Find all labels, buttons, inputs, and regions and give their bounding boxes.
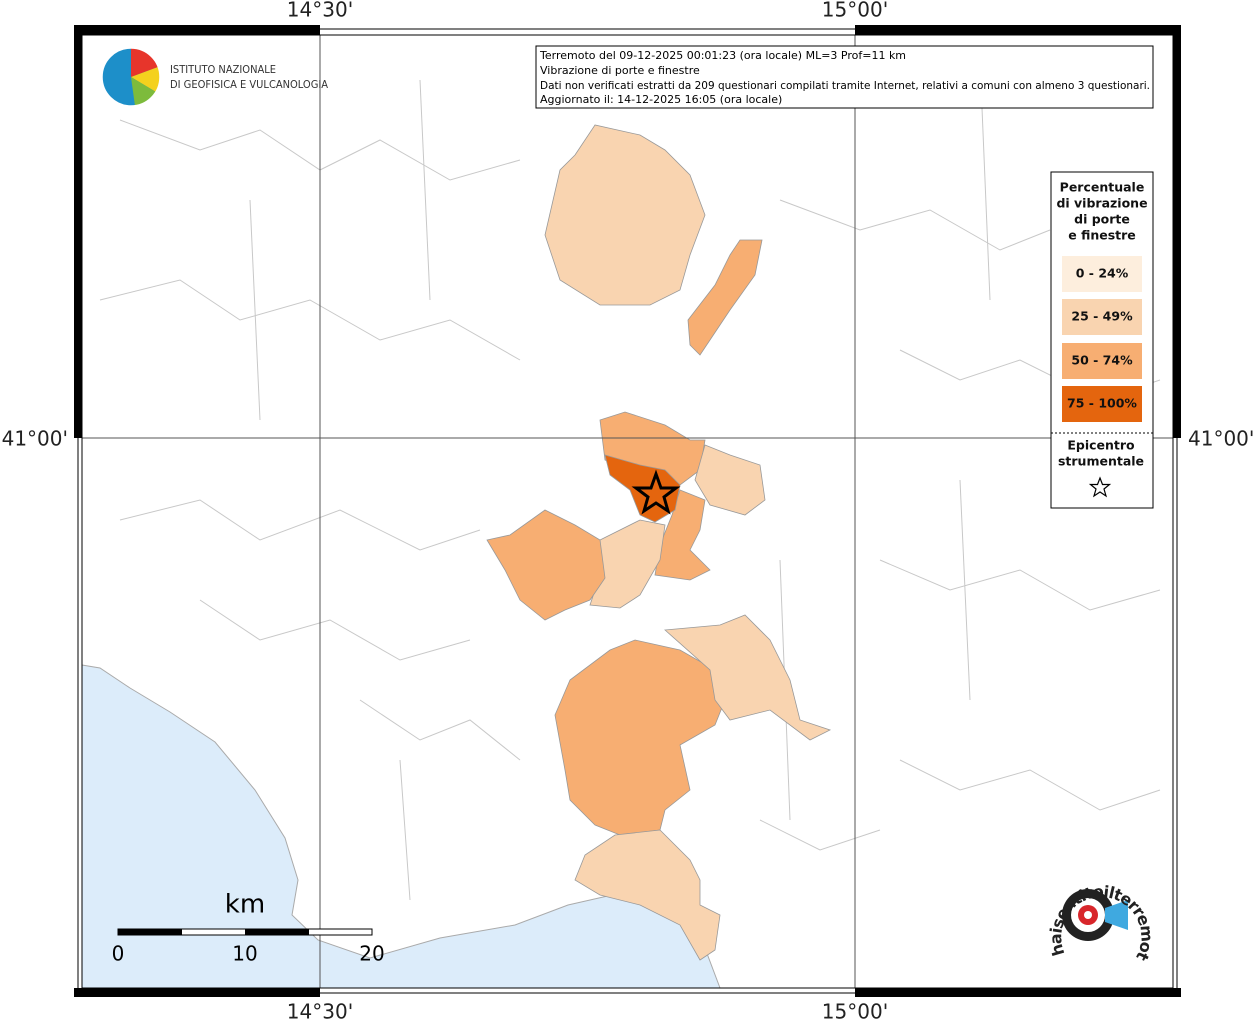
logo-text: ISTITUTO NAZIONALE [170, 63, 276, 76]
info-line: Dati non verificati estratti da 209 ques… [540, 79, 1150, 92]
legend-title: e finestre [1068, 228, 1136, 243]
region [654, 489, 711, 581]
scale-unit: km [225, 890, 265, 920]
region [694, 444, 766, 516]
info-box: Terremoto del 09-12-2025 00:01:23 (ora l… [535, 45, 1154, 109]
info-line: Vibrazione di porte e finestre [540, 64, 700, 77]
lon-label: 14°30' [287, 1000, 353, 1024]
region [664, 614, 832, 741]
legend-label: 0 - 24% [1076, 266, 1129, 281]
info-line: Terremoto del 09-12-2025 00:01:23 (ora l… [539, 49, 906, 62]
legend-swatch [1062, 299, 1142, 335]
lat-label: 41°00' [1188, 427, 1254, 451]
scale-tick: 20 [359, 942, 384, 966]
scale-tick: 0 [112, 942, 125, 966]
region [544, 124, 706, 306]
region [554, 639, 726, 836]
lon-label: 14°30' [287, 0, 353, 22]
logo-text: DI GEOFISICA E VULCANOLOGIA [170, 78, 328, 91]
legend-swatch [1062, 343, 1142, 379]
ingv-logo: ISTITUTO NAZIONALE DI GEOFISICA E VULCAN… [101, 47, 328, 107]
legend-epicenter: strumentale [1058, 454, 1144, 469]
legend-star [1088, 476, 1112, 498]
lon-label: 15°00' [822, 0, 888, 22]
legend-label: 75 - 100% [1067, 396, 1137, 411]
scale-bar: km 0 10 20 [112, 890, 385, 966]
region [687, 239, 763, 356]
legend-label: 50 - 74% [1071, 353, 1133, 368]
legend-title: Percentuale [1060, 180, 1145, 195]
legend-label: 25 - 49% [1071, 309, 1133, 324]
scale-tick: 10 [232, 942, 257, 966]
legend-title: di vibrazione [1056, 196, 1147, 211]
frame [74, 25, 1181, 997]
map-area [81, 59, 1161, 989]
legend-swatch [1062, 256, 1142, 292]
lon-label: 15°00' [822, 1000, 888, 1024]
lat-label: 41°00' [2, 427, 68, 451]
legend-title: di porte [1074, 212, 1130, 227]
legend-swatch [1062, 386, 1142, 422]
legend-epicenter: Epicentro [1067, 438, 1135, 453]
region [486, 509, 606, 621]
epicenter-star [631, 469, 681, 515]
region [574, 829, 721, 961]
graticule [82, 35, 1173, 988]
info-line: Aggiornato il: 14-12-2025 16:05 (ora loc… [540, 93, 782, 106]
